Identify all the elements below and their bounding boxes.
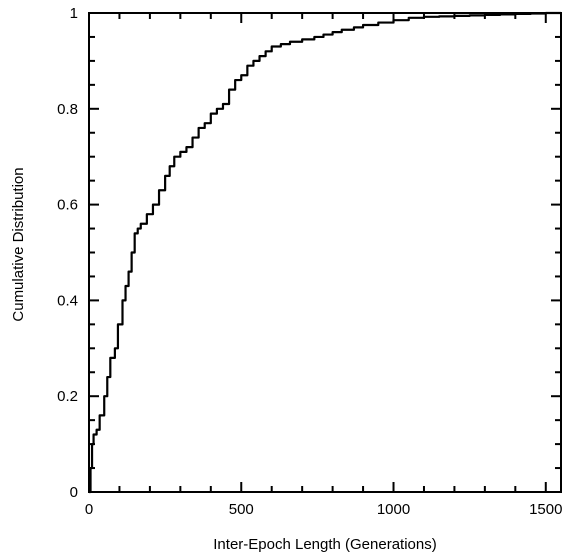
- x-tick-labels: 0 500 1000 1500: [85, 501, 563, 518]
- x-tick-label: 1500: [529, 501, 562, 518]
- x-tick-label: 1000: [377, 501, 410, 518]
- series-line: [89, 11, 561, 494]
- y-tick-label: 0.6: [57, 197, 78, 214]
- y-tick-label: 0: [70, 484, 78, 501]
- y-tick-label: 1: [70, 5, 78, 22]
- y-tick-labels: 0 0.2 0.4 0.6 0.8 1: [57, 5, 78, 501]
- y-tick-label: 0.2: [57, 388, 78, 405]
- y-tick-label: 0.8: [57, 101, 78, 118]
- y-axis-label: Cumulative Distribution: [10, 167, 27, 321]
- x-tick-label: 0: [85, 501, 93, 518]
- y-tick-label: 0.4: [57, 292, 78, 309]
- x-axis-label: Inter-Epoch Length (Generations): [213, 536, 436, 553]
- axis-ticks: [88, 12, 561, 493]
- x-tick-label: 500: [229, 501, 254, 518]
- plot-frame: [88, 12, 562, 493]
